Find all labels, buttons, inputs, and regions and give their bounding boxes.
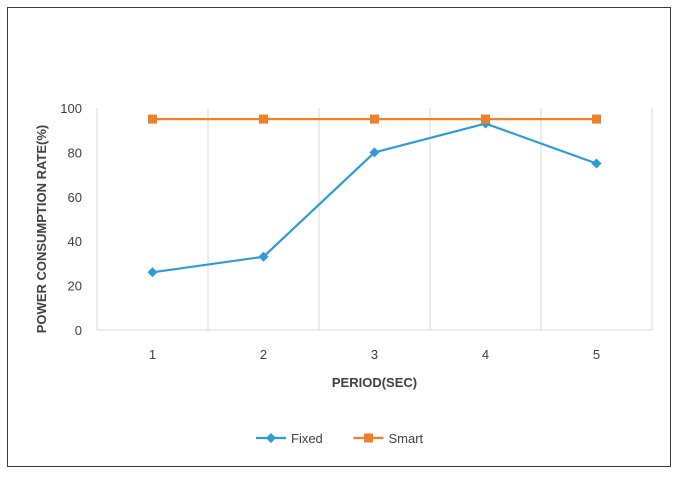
x-tick-label: 2: [260, 347, 267, 362]
x-axis-ticks: 1 2 3 4 5: [149, 347, 600, 362]
data-point-smart: [370, 114, 379, 124]
y-axis-title: POWER CONSUMPTION RATE(%): [34, 125, 49, 333]
y-axis-ticks: 0 20 40 60 80 100: [60, 101, 82, 338]
y-tick-label: 40: [68, 234, 82, 249]
data-point-fixed: [258, 251, 269, 262]
chart-frame: [7, 7, 671, 467]
x-tick-label: 3: [371, 347, 378, 362]
y-tick-label: 100: [60, 101, 82, 116]
legend: Fixed Smart: [256, 431, 424, 446]
y-tick-label: 80: [68, 145, 82, 160]
series-group: [147, 114, 602, 278]
series-line-fixed: [152, 122, 597, 274]
grid: [96, 108, 653, 330]
x-tick-label: 1: [149, 347, 156, 362]
data-point-smart: [592, 114, 601, 124]
data-point-fixed: [147, 267, 158, 278]
data-point-smart: [481, 114, 490, 124]
y-tick-label: 20: [68, 279, 82, 294]
legend-marker-smart: [364, 433, 373, 443]
y-tick-label: 60: [68, 190, 82, 205]
data-point-fixed: [369, 147, 380, 158]
data-point-smart: [259, 114, 268, 124]
legend-marker-fixed: [266, 433, 276, 443]
x-tick-label: 4: [482, 347, 489, 362]
y-tick-label: 0: [75, 323, 82, 338]
data-point-smart: [148, 114, 157, 124]
x-axis-title: PERIOD(SEC): [332, 375, 417, 390]
legend-label-smart: Smart: [389, 431, 424, 446]
x-tick-label: 5: [593, 347, 600, 362]
data-point-fixed: [591, 158, 602, 169]
legend-label-fixed: Fixed: [291, 431, 323, 446]
